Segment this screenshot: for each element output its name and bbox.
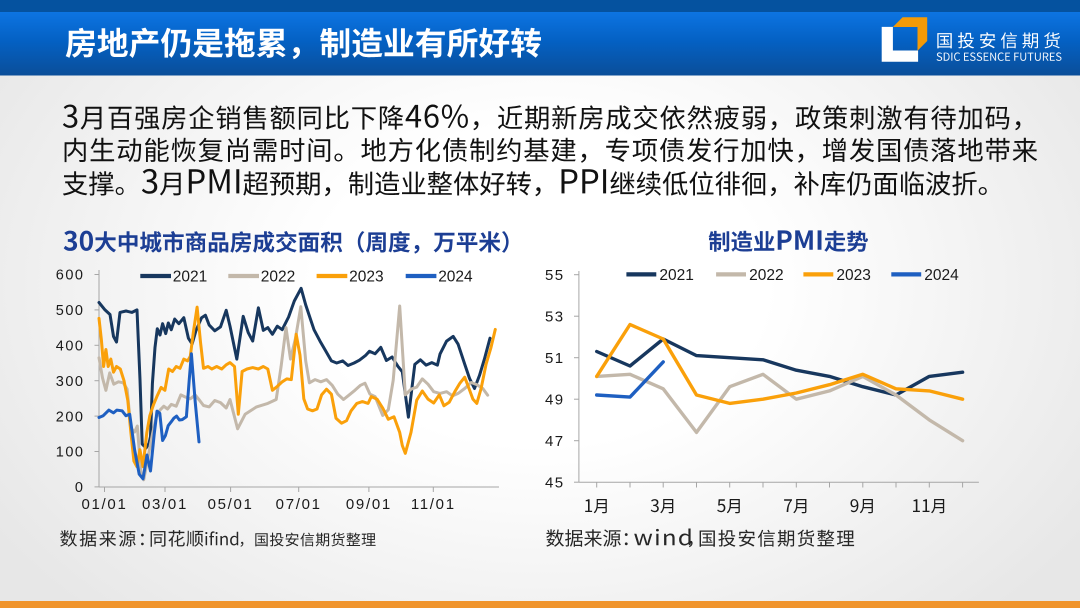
- svg-text:05/01: 05/01: [208, 496, 254, 513]
- svg-text:01/01: 01/01: [81, 496, 127, 513]
- svg-text:2024: 2024: [924, 267, 959, 284]
- svg-text:100: 100: [56, 445, 85, 461]
- svg-text:400: 400: [56, 339, 85, 355]
- svg-text:45: 45: [545, 475, 565, 492]
- svg-text:53: 53: [545, 309, 565, 326]
- svg-text:51: 51: [545, 350, 565, 367]
- svg-text:2023: 2023: [836, 267, 870, 284]
- svg-text:2023: 2023: [349, 269, 383, 286]
- svg-text:49: 49: [545, 392, 565, 409]
- svg-text:11/01: 11/01: [411, 496, 456, 513]
- svg-text:2024: 2024: [438, 269, 473, 286]
- svg-text:200: 200: [56, 409, 85, 425]
- svg-text:09/01: 09/01: [346, 496, 392, 513]
- svg-text:2021: 2021: [173, 269, 207, 286]
- svg-text:07/01: 07/01: [276, 496, 322, 513]
- svg-text:2021: 2021: [659, 267, 693, 284]
- svg-text:500: 500: [56, 303, 85, 319]
- svg-text:300: 300: [56, 374, 85, 390]
- svg-text:55: 55: [545, 267, 565, 284]
- svg-text:600: 600: [56, 268, 85, 284]
- svg-text:03/01: 03/01: [142, 496, 188, 513]
- svg-text:2022: 2022: [749, 267, 783, 284]
- svg-text:2022: 2022: [261, 269, 295, 286]
- svg-text:47: 47: [545, 433, 565, 450]
- svg-text:0: 0: [75, 480, 85, 496]
